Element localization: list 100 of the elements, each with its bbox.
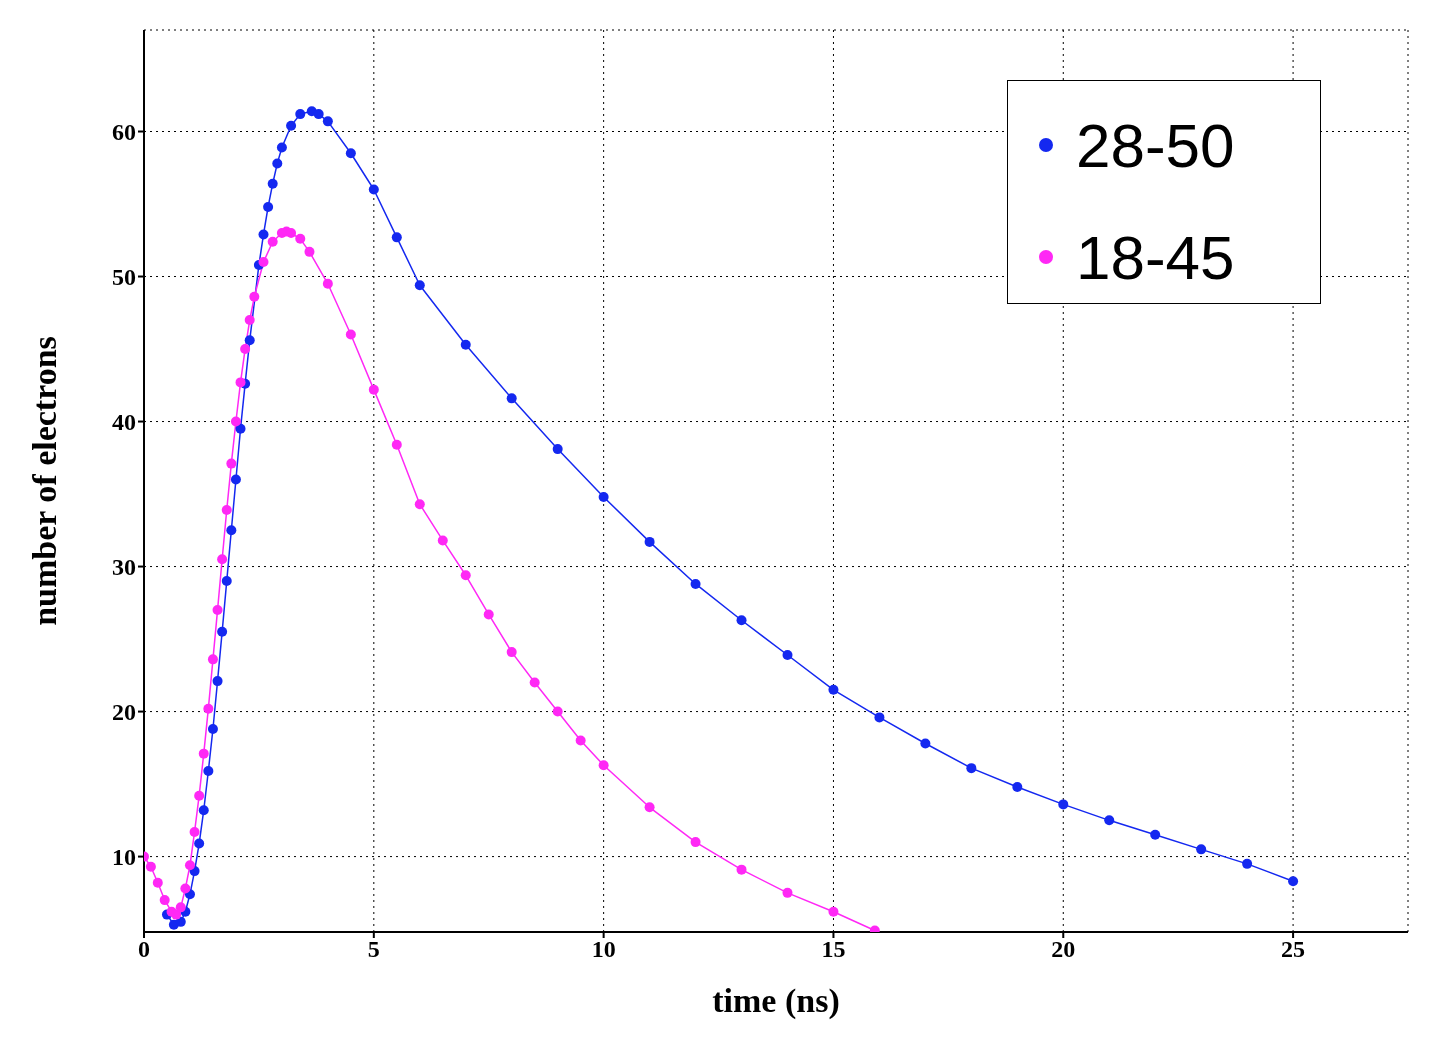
point xyxy=(345,329,356,340)
point xyxy=(159,895,170,906)
point xyxy=(212,605,223,616)
point xyxy=(1012,781,1023,792)
point xyxy=(920,738,931,749)
point xyxy=(263,201,274,212)
point xyxy=(506,647,517,658)
point xyxy=(644,802,655,813)
point xyxy=(276,142,287,153)
x-tick-label: 15 xyxy=(821,936,846,963)
point xyxy=(598,760,609,771)
point xyxy=(322,116,333,127)
legend-label: 28-50 xyxy=(1076,109,1235,181)
point xyxy=(552,444,563,455)
point xyxy=(217,626,228,637)
point xyxy=(244,315,255,326)
point xyxy=(1196,844,1207,855)
y-tick-label: 50 xyxy=(112,264,136,291)
point xyxy=(414,499,425,510)
point xyxy=(874,712,885,723)
point xyxy=(152,877,163,888)
x-tick-label: 10 xyxy=(591,936,616,963)
point xyxy=(230,416,241,427)
point xyxy=(506,393,517,404)
y-tick-label: 30 xyxy=(112,554,136,581)
point xyxy=(171,909,182,920)
point xyxy=(414,280,425,291)
point xyxy=(286,228,297,239)
point xyxy=(258,257,269,268)
point xyxy=(267,178,278,189)
point xyxy=(483,609,494,620)
point xyxy=(230,474,241,485)
point xyxy=(258,229,269,240)
point xyxy=(529,677,540,688)
point xyxy=(460,570,471,581)
point xyxy=(782,887,793,898)
x-tick-label: 20 xyxy=(1051,936,1076,963)
y-tick-label: 60 xyxy=(112,119,136,146)
x-tick-label: 0 xyxy=(138,936,150,963)
point xyxy=(203,766,214,777)
point xyxy=(249,291,260,302)
point xyxy=(198,748,209,759)
point xyxy=(175,916,186,927)
point xyxy=(736,864,747,875)
point xyxy=(304,246,315,257)
point xyxy=(460,339,471,350)
point xyxy=(966,763,977,774)
y-tick-label: 40 xyxy=(112,409,136,436)
legend-label: 18-45 xyxy=(1076,221,1235,293)
point xyxy=(690,578,701,589)
point xyxy=(226,525,237,536)
point xyxy=(207,654,218,665)
point xyxy=(221,576,232,587)
point xyxy=(235,423,246,434)
point xyxy=(575,735,586,746)
point xyxy=(644,536,655,547)
point xyxy=(313,109,324,120)
point xyxy=(1288,876,1299,887)
point xyxy=(690,837,701,848)
point xyxy=(286,120,297,131)
point xyxy=(207,723,218,734)
point xyxy=(272,158,283,169)
point xyxy=(221,505,232,515)
point xyxy=(203,703,214,714)
point xyxy=(267,236,278,247)
point xyxy=(180,883,191,894)
point xyxy=(1058,799,1069,810)
point xyxy=(1242,858,1253,869)
point xyxy=(345,148,356,159)
point xyxy=(437,535,448,546)
point xyxy=(295,109,306,120)
point xyxy=(145,861,156,872)
point xyxy=(189,826,200,837)
point xyxy=(598,491,609,502)
point xyxy=(184,860,195,871)
point xyxy=(217,554,228,565)
point xyxy=(828,684,839,695)
point xyxy=(368,384,379,395)
point xyxy=(782,650,793,661)
point xyxy=(322,278,333,289)
point xyxy=(226,458,237,469)
x-axis-title: time (ns) xyxy=(712,982,840,1020)
point xyxy=(1150,829,1161,840)
point xyxy=(240,344,251,355)
point xyxy=(194,838,205,849)
y-tick-label: 20 xyxy=(112,699,136,726)
point xyxy=(244,335,255,346)
point xyxy=(295,233,306,244)
y-tick-label: 10 xyxy=(112,844,136,871)
point xyxy=(828,906,839,917)
point xyxy=(391,232,402,243)
point xyxy=(175,902,186,913)
point xyxy=(391,439,402,450)
point xyxy=(368,184,379,195)
point xyxy=(552,706,563,717)
point xyxy=(235,377,246,388)
x-tick-label: 5 xyxy=(367,936,380,963)
y-axis-title: number of electrons xyxy=(26,336,64,626)
point xyxy=(198,805,209,816)
point xyxy=(1104,815,1115,826)
